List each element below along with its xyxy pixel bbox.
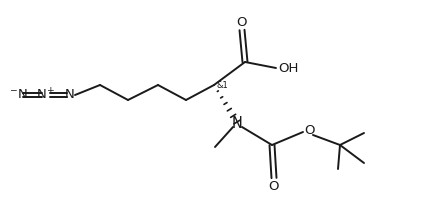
Text: O: O (268, 180, 279, 193)
Text: N: N (65, 88, 75, 101)
Text: O: O (236, 16, 247, 29)
Text: $\mathsf{N^{+}}$: $\mathsf{N^{+}}$ (35, 87, 54, 103)
Text: O: O (304, 125, 314, 138)
Text: &1: &1 (216, 81, 228, 90)
Text: OH: OH (277, 62, 297, 75)
Text: $\mathsf{{}^{-}N}$: $\mathsf{{}^{-}N}$ (9, 88, 27, 101)
Text: N: N (231, 116, 242, 130)
